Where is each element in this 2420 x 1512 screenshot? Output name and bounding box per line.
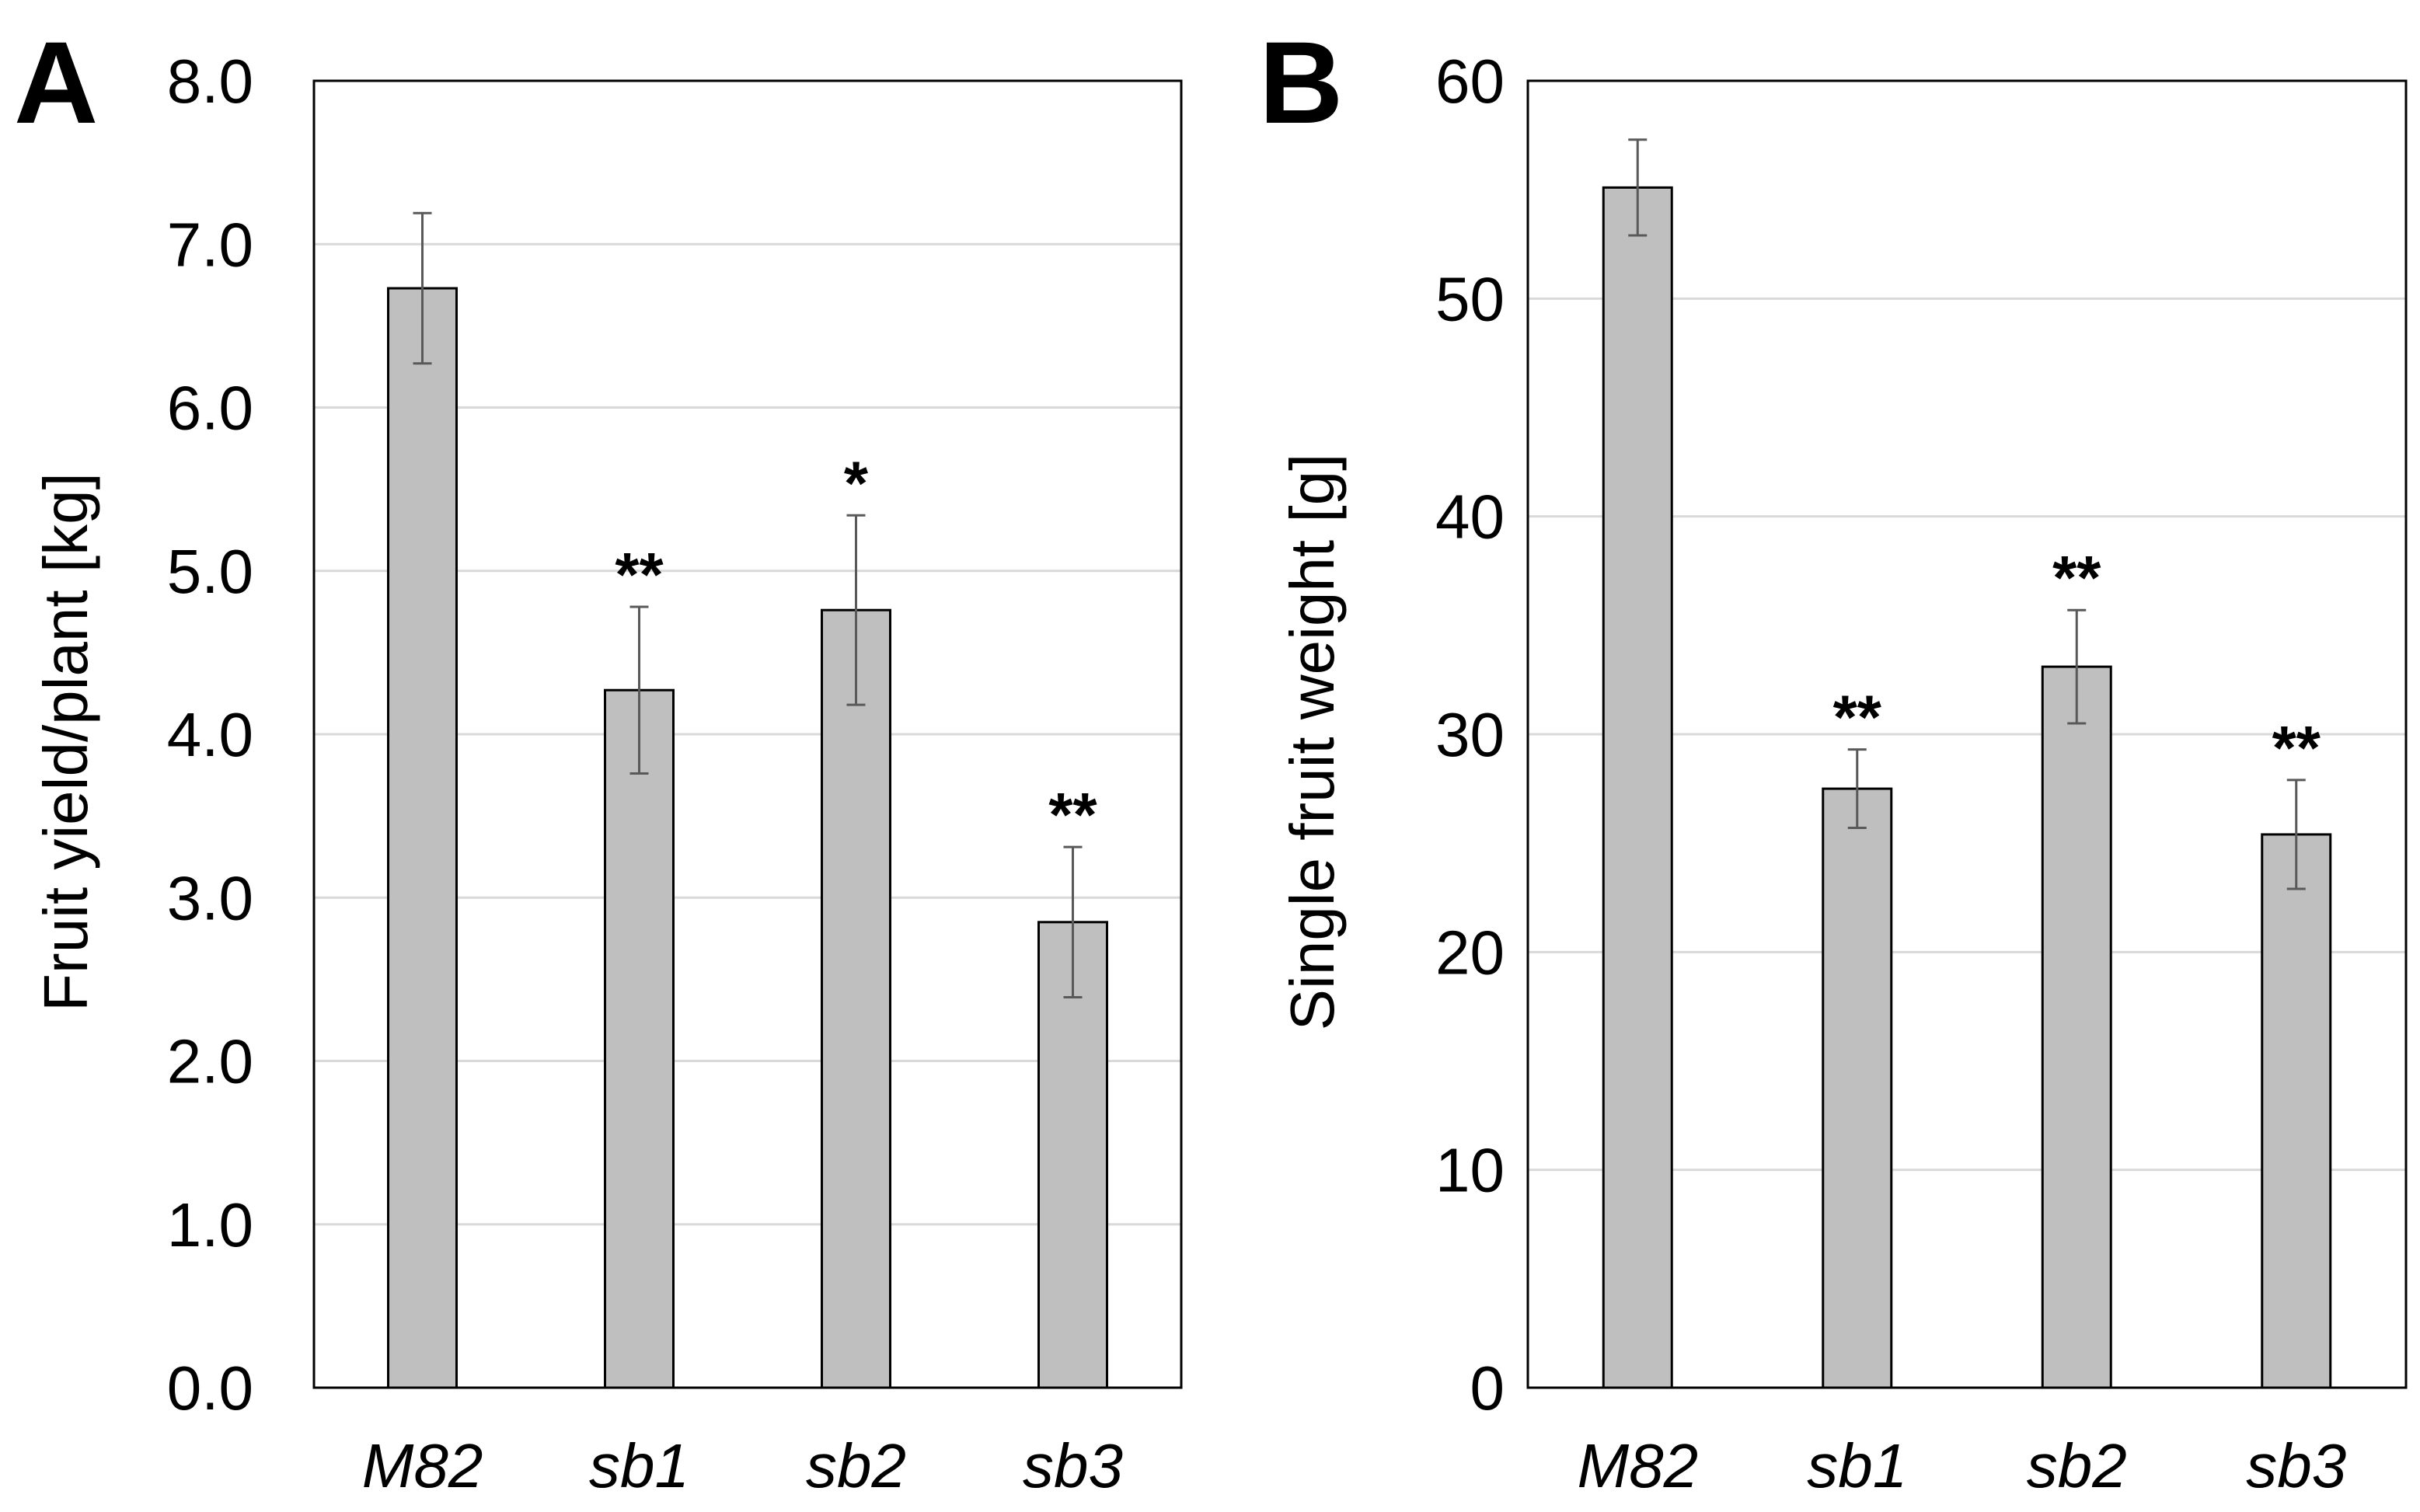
panel-a-y-axis-title: Fruit yield/plant [kg] <box>31 472 100 1012</box>
panel-a-error-bar-m82 <box>413 211 432 365</box>
panel-a-significance-sb2: * <box>844 448 869 517</box>
panel-b-y-tick-label-1: 10 <box>1435 1136 1505 1205</box>
panel-a-bars <box>387 287 1108 1389</box>
panel-a-error-bar-sb1 <box>629 605 649 775</box>
panel-b-plot-frame <box>1526 79 2408 1389</box>
panel-a-y-tick-label-5: 5.0 <box>167 537 253 606</box>
panel-a-x-tick-label-sb2: sb2 <box>806 1431 906 1500</box>
panel-a-error-bar-sb2 <box>846 514 866 706</box>
panel-b-significance-sb2: ** <box>2052 543 2101 612</box>
panel-a-x-tick-label-m82: M82 <box>362 1431 483 1500</box>
panel-a-y-tick-label-7: 7.0 <box>167 210 253 279</box>
panel-b-error-bar-sb2 <box>2067 608 2087 725</box>
panel-b-y-tick-label-6: 60 <box>1435 47 1505 116</box>
panel-b-y-tick-label-3: 30 <box>1435 700 1505 769</box>
panel-b-gridlines <box>1528 297 2406 1172</box>
panel-b-y-tick-label-2: 20 <box>1435 918 1505 987</box>
panel-a-y-tick-label-4: 4.0 <box>167 700 253 769</box>
panel-a-y-tick-label-3: 3.0 <box>167 863 253 932</box>
panel-a-bar-sb2 <box>821 608 891 1389</box>
panel-b-x-tick-label-sb3: sb3 <box>2246 1431 2346 1500</box>
panel-b-x-tick-label-sb2: sb2 <box>2027 1431 2127 1500</box>
panel-a-x-tick-label-sb1: sb1 <box>589 1431 689 1500</box>
panel-b-y-tick-label-4: 40 <box>1435 483 1505 552</box>
panel-a-y-tick-label-6: 6.0 <box>167 374 253 443</box>
panel-a-plot-frame <box>312 79 1183 1389</box>
panel-a: A ***** 0.01.02.03.04.05.06.07.08.0 M82 s… <box>14 17 1183 1500</box>
panel-b: B ** ** ** 0 10 20 30 40 50 60 M82 sb1 sb2 sb3 Sing… <box>1259 17 2408 1500</box>
panel-a-x-tick-label-sb3: sb3 <box>1023 1431 1123 1500</box>
panel-b-bars <box>1602 186 2332 1389</box>
panel-a-bar-m82 <box>387 287 458 1389</box>
panel-a-significance-marks: ***** <box>615 448 1097 849</box>
panel-a-y-tick-labels: 0.0 1.0 2.0 3.0 4.0 5.0 6.0 7.0 8.0 <box>167 47 253 1423</box>
panel-b-bar-m82 <box>1602 186 1673 1389</box>
panel-b-bar-sb2 <box>2041 665 2112 1389</box>
panel-b-x-tick-label-sb1: sb1 <box>1807 1431 1907 1500</box>
panel-b-error-bars <box>1628 138 2306 890</box>
panel-b-significance-sb3: ** <box>2272 713 2321 782</box>
panel-a-bar-sb1 <box>604 688 675 1389</box>
panel-a-significance-sb3: ** <box>1048 780 1097 849</box>
panel-a-y-tick-label-8: 8.0 <box>167 47 253 116</box>
panel-b-bar-sb1 <box>1822 787 1893 1389</box>
panel-a-error-bar-sb3 <box>1063 845 1083 998</box>
panel-letter-a: A <box>14 17 98 148</box>
panel-letter-b: B <box>1259 17 1343 148</box>
panel-a-gridlines <box>314 242 1181 1226</box>
panel-a-significance-sb1: ** <box>615 540 664 609</box>
panel-b-error-bar-sb3 <box>2286 779 2306 890</box>
panel-a-y-tick-label-0: 0.0 <box>167 1353 253 1423</box>
panel-a-y-tick-label-2: 2.0 <box>167 1027 253 1096</box>
panel-b-x-tick-labels: M82 sb1 sb2 sb3 <box>1577 1431 2346 1500</box>
panel-b-y-axis-title: Single fruit weight [g] <box>1278 454 1347 1031</box>
panel-a-error-bars <box>413 211 1083 998</box>
panel-b-y-tick-label-0: 0 <box>1470 1353 1505 1423</box>
panel-b-significance-marks: ** ** ** <box>1833 543 2321 782</box>
panel-b-error-bar-m82 <box>1628 138 1648 237</box>
panel-b-x-tick-label-m82: M82 <box>1577 1431 1698 1500</box>
panel-b-bar-sb3 <box>2261 833 2332 1389</box>
panel-a-x-tick-labels: M82 sb1 sb2 sb3 <box>362 1431 1123 1500</box>
panel-b-significance-sb1: ** <box>1833 683 1882 752</box>
panel-b-y-tick-label-5: 50 <box>1435 264 1505 333</box>
panel-b-y-tick-labels: 0 10 20 30 40 50 60 <box>1435 47 1505 1423</box>
panel-b-error-bar-sb1 <box>1847 748 1867 830</box>
panel-a-y-tick-label-1: 1.0 <box>167 1190 253 1259</box>
